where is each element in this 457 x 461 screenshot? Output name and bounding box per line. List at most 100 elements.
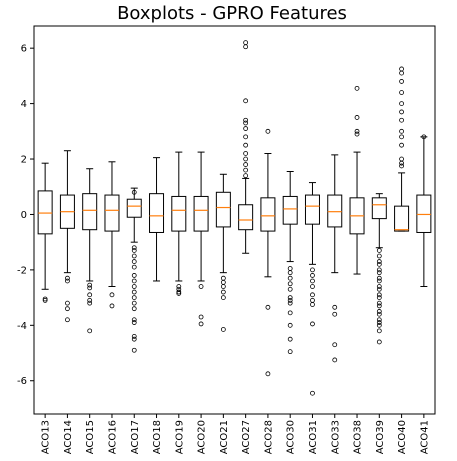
flier-point — [88, 293, 92, 297]
flier-point — [400, 91, 404, 95]
y-tick-label: -2 — [17, 265, 27, 276]
x-tick-label: ACO41 — [419, 420, 430, 454]
box — [105, 195, 119, 231]
x-tick-label: ACO21 — [219, 420, 230, 454]
flier-point — [400, 67, 404, 71]
flier-point — [244, 174, 248, 178]
plot-area: -6 -4 -2 0 2 4 6 ACO13 ACO14 ACO15 ACO16 ACO17 ACO18… — [17, 26, 435, 454]
flier-point — [288, 337, 292, 341]
flier-point — [310, 279, 314, 283]
chart-title: Boxplots - GPRO Features — [117, 3, 347, 24]
box — [417, 195, 431, 232]
flier-point — [400, 143, 404, 147]
flier-point — [199, 322, 203, 326]
x-tick-label: ACO31 — [308, 420, 319, 454]
flier-point — [288, 276, 292, 280]
flier-point — [288, 301, 292, 305]
flier-point — [65, 318, 69, 322]
flier-point — [400, 110, 404, 114]
flier-point — [288, 267, 292, 271]
x-tick-label: ACO17 — [130, 420, 141, 454]
box — [216, 192, 230, 227]
box — [127, 199, 141, 217]
flier-point — [88, 286, 92, 290]
flier-point — [400, 118, 404, 122]
flier-point — [310, 391, 314, 395]
x-tick-label: ACO18 — [152, 420, 163, 454]
flier-point — [310, 273, 314, 277]
x-tick-label: ACO14 — [63, 420, 74, 454]
flier-point — [310, 285, 314, 289]
flier-point — [244, 99, 248, 103]
y-tick-label: 2 — [21, 155, 27, 166]
flier-point — [244, 157, 248, 161]
x-tick-label: ACO20 — [197, 420, 208, 454]
flier-point — [310, 268, 314, 272]
x-tick-label: ACO16 — [107, 420, 118, 454]
flier-point — [400, 161, 404, 165]
flier-point — [132, 337, 136, 341]
flier-point — [132, 290, 136, 294]
flier-point — [132, 285, 136, 289]
plot-frame — [34, 26, 435, 414]
flier-point — [310, 298, 314, 302]
box — [172, 196, 186, 231]
flier-point — [333, 305, 337, 309]
x-tick-label: ACO28 — [263, 420, 274, 454]
flier-point — [288, 282, 292, 286]
box — [283, 196, 297, 224]
box — [194, 196, 208, 231]
flier-point — [88, 301, 92, 305]
flier-point — [244, 127, 248, 131]
flier-point — [266, 129, 270, 133]
flier-point — [132, 301, 136, 305]
flier-point — [110, 293, 114, 297]
flier-point — [266, 305, 270, 309]
y-tick-label: 4 — [21, 99, 27, 110]
flier-point — [132, 296, 136, 300]
flier-point — [132, 254, 136, 258]
flier-point — [355, 115, 359, 119]
flier-point — [65, 279, 69, 283]
flier-point — [355, 86, 359, 90]
flier-point — [110, 304, 114, 308]
flier-point — [377, 271, 381, 275]
flier-point — [221, 276, 225, 280]
x-tick-label: ACO30 — [286, 420, 297, 454]
flier-point — [221, 290, 225, 294]
flier-point — [65, 307, 69, 311]
flier-point — [132, 260, 136, 264]
flier-point — [132, 279, 136, 283]
y-tick-label: -6 — [17, 376, 27, 387]
flier-point — [310, 293, 314, 297]
box — [150, 194, 164, 233]
flier-point — [244, 151, 248, 155]
flier-point — [88, 329, 92, 333]
flier-point — [132, 265, 136, 269]
flier-point — [333, 312, 337, 316]
y-tick-label: 6 — [21, 44, 27, 55]
flier-point — [244, 163, 248, 167]
flier-point — [377, 323, 381, 327]
flier-point — [132, 273, 136, 277]
flier-point — [377, 248, 381, 252]
box — [372, 198, 386, 219]
box — [239, 205, 253, 230]
flier-point — [333, 343, 337, 347]
flier-point — [199, 285, 203, 289]
flier-point — [400, 135, 404, 139]
flier-point — [266, 372, 270, 376]
flier-point — [244, 135, 248, 139]
box — [395, 206, 409, 231]
flier-point — [288, 323, 292, 327]
flier-point — [244, 118, 248, 122]
flier-point — [244, 41, 248, 45]
flier-point — [333, 358, 337, 362]
box — [305, 195, 319, 224]
flier-point — [377, 329, 381, 333]
flier-point — [288, 311, 292, 315]
x-tick-label: ACO40 — [397, 420, 408, 454]
flier-point — [400, 102, 404, 106]
flier-point — [310, 303, 314, 307]
